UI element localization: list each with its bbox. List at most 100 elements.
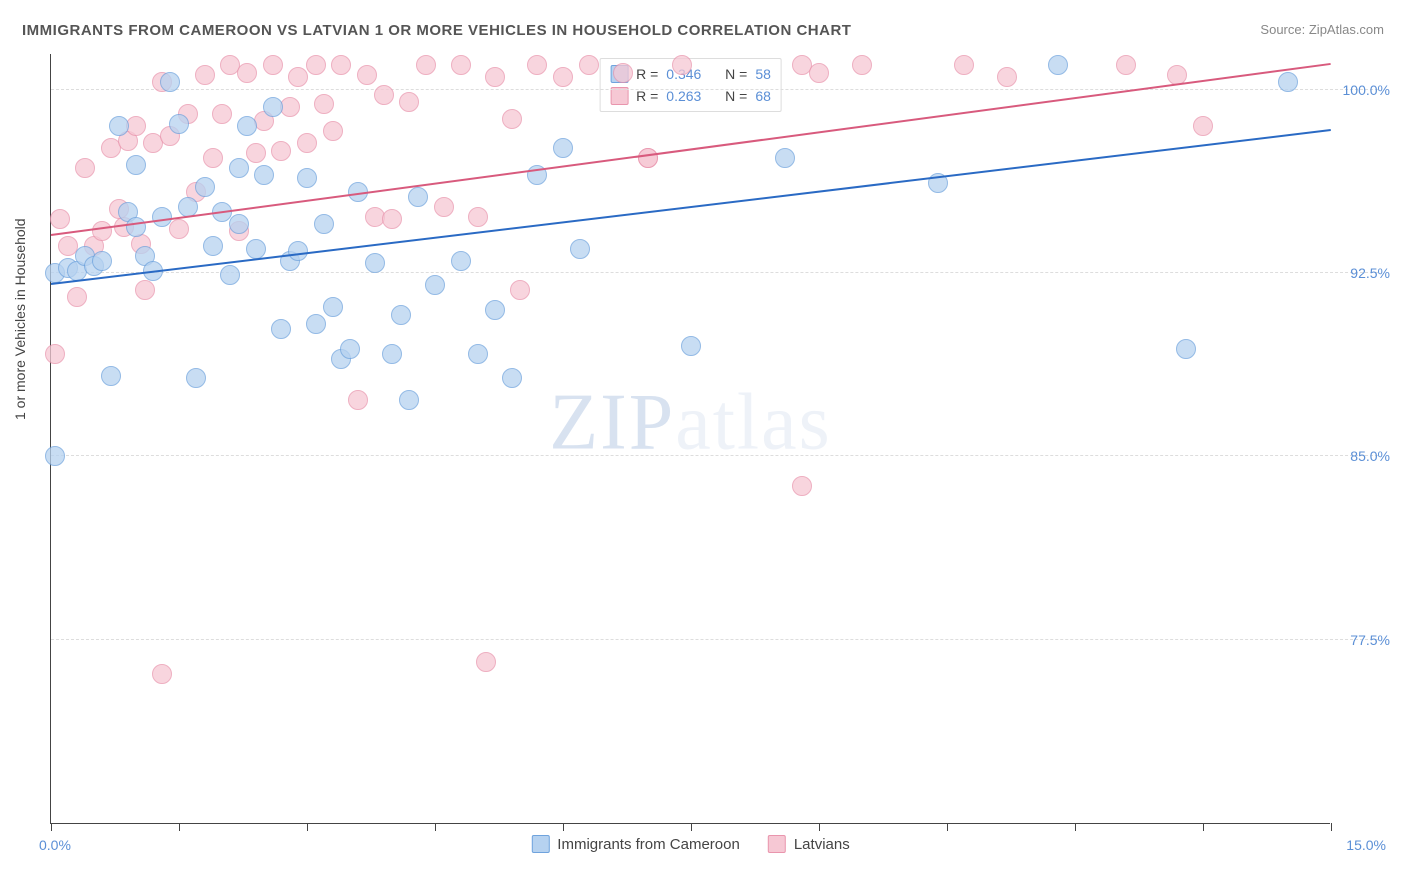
r-value-series-1: 0.263 <box>666 88 701 104</box>
data-point <box>672 55 692 75</box>
data-point <box>374 85 394 105</box>
data-point <box>126 217 146 237</box>
data-point <box>246 239 266 259</box>
data-point <box>109 116 129 136</box>
data-point <box>67 287 87 307</box>
data-point <box>45 446 65 466</box>
data-point <box>348 390 368 410</box>
data-point <box>1176 339 1196 359</box>
x-axis-min-label: 0.0% <box>39 837 71 853</box>
data-point <box>92 221 112 241</box>
data-point <box>451 55 471 75</box>
y-tick-label: 92.5% <box>1350 265 1390 281</box>
y-tick-label: 100.0% <box>1343 82 1390 98</box>
swatch-series-1 <box>610 87 628 105</box>
data-point <box>502 368 522 388</box>
data-point <box>203 148 223 168</box>
data-point <box>169 114 189 134</box>
data-point <box>502 109 522 129</box>
data-point <box>775 148 795 168</box>
x-tick <box>691 823 692 831</box>
data-point <box>229 214 249 234</box>
data-point <box>229 158 249 178</box>
data-point <box>1278 72 1298 92</box>
data-point <box>468 344 488 364</box>
data-point <box>408 187 428 207</box>
data-point <box>271 319 291 339</box>
gridline-h <box>51 455 1378 456</box>
x-tick <box>51 823 52 831</box>
scatter-plot-area: ZIPatlas R = 0.346 N = 58 R = 0.263 N = … <box>50 54 1330 824</box>
data-point <box>365 253 385 273</box>
data-point <box>954 55 974 75</box>
x-tick <box>1331 823 1332 831</box>
data-point <box>425 275 445 295</box>
data-point <box>297 133 317 153</box>
data-point <box>169 219 189 239</box>
data-point <box>126 116 146 136</box>
data-point <box>126 155 146 175</box>
data-point <box>399 390 419 410</box>
legend-item-0: Immigrants from Cameroon <box>531 835 740 853</box>
data-point <box>1193 116 1213 136</box>
n-value-series-1: 68 <box>755 88 771 104</box>
data-point <box>510 280 530 300</box>
chart-title: IMMIGRANTS FROM CAMEROON VS LATVIAN 1 OR… <box>22 22 851 39</box>
data-point <box>135 280 155 300</box>
data-point <box>152 207 172 227</box>
data-point <box>416 55 436 75</box>
gridline-h <box>51 639 1378 640</box>
x-tick <box>1203 823 1204 831</box>
data-point <box>101 366 121 386</box>
data-point <box>280 97 300 117</box>
gridline-h <box>51 89 1378 90</box>
data-point <box>45 344 65 364</box>
data-point <box>75 158 95 178</box>
data-point <box>186 368 206 388</box>
data-point <box>553 138 573 158</box>
data-point <box>997 67 1017 87</box>
x-tick <box>947 823 948 831</box>
data-point <box>485 300 505 320</box>
data-point <box>382 344 402 364</box>
data-point <box>306 55 326 75</box>
data-point <box>434 197 454 217</box>
n-value-series-0: 58 <box>755 66 771 82</box>
data-point <box>314 214 334 234</box>
data-point <box>237 63 257 83</box>
data-point <box>809 63 829 83</box>
data-point <box>212 104 232 124</box>
data-point <box>50 209 70 229</box>
x-tick <box>435 823 436 831</box>
data-point <box>357 65 377 85</box>
data-point <box>92 251 112 271</box>
data-point <box>570 239 590 259</box>
data-point <box>254 165 274 185</box>
data-point <box>852 55 872 75</box>
data-point <box>613 63 633 83</box>
source-label: Source: <box>1260 22 1305 37</box>
data-point <box>382 209 402 229</box>
x-tick <box>1075 823 1076 831</box>
data-point <box>237 116 257 136</box>
x-tick <box>179 823 180 831</box>
data-point <box>203 236 223 256</box>
data-point <box>306 314 326 334</box>
data-point <box>399 92 419 112</box>
y-tick-label: 85.0% <box>1350 448 1390 464</box>
legend-swatch-1 <box>768 835 786 853</box>
data-point <box>323 297 343 317</box>
legend-label-0: Immigrants from Cameroon <box>557 836 740 853</box>
data-point <box>391 305 411 325</box>
data-point <box>195 177 215 197</box>
data-point <box>263 97 283 117</box>
data-point <box>152 664 172 684</box>
x-axis-max-label: 15.0% <box>1346 837 1386 853</box>
data-point <box>1048 55 1068 75</box>
x-tick <box>563 823 564 831</box>
legend-swatch-0 <box>531 835 549 853</box>
data-point <box>579 55 599 75</box>
data-point <box>527 55 547 75</box>
data-point <box>246 143 266 163</box>
data-point <box>314 94 334 114</box>
